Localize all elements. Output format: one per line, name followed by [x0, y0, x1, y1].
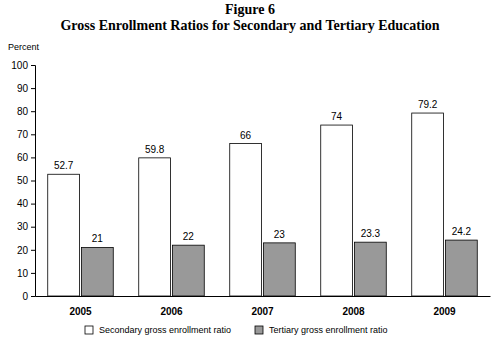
tick-label: 90 — [17, 83, 29, 94]
tick: 40 — [17, 198, 35, 209]
tick-mark — [31, 88, 35, 89]
tick-mark — [31, 204, 35, 205]
tick-mark — [31, 227, 35, 228]
data-label: 21 — [92, 233, 104, 244]
legend-swatch — [255, 326, 263, 334]
bar — [321, 125, 353, 296]
bar — [412, 113, 444, 296]
tick: 2005 — [69, 306, 92, 317]
data-label: 59.8 — [145, 144, 165, 155]
data-label: 52.7 — [54, 160, 74, 171]
tick: 100 — [11, 60, 35, 71]
tick-label: 2009 — [433, 306, 456, 317]
tick: 60 — [17, 152, 35, 163]
plot: 52.7 59.8 66 74 79.2 21 22 23 23.3 24.2 0 10 20 30 40 5… — [11, 60, 490, 317]
tick-label: 40 — [17, 198, 29, 209]
y-axis: 0 10 20 30 40 50 60 70 80 90 100 — [11, 60, 35, 302]
bars — [48, 113, 478, 296]
legend-label: Tertiary gross enrollment ratio — [269, 325, 388, 335]
data-label: 66 — [240, 130, 252, 141]
legend-swatch — [85, 326, 93, 334]
data-label: 79.2 — [418, 99, 438, 110]
chart-title: Figure 6 — [225, 2, 275, 17]
tick: 10 — [17, 268, 35, 279]
tick-label: 20 — [17, 245, 29, 256]
tick-label: 50 — [17, 175, 29, 186]
tick-label: 2006 — [160, 306, 183, 317]
tick: 30 — [17, 221, 35, 232]
tick-label: 80 — [17, 106, 29, 117]
tick-label: 2005 — [69, 306, 92, 317]
tick: 2007 — [251, 306, 274, 317]
tick-label: 100 — [11, 60, 28, 71]
tick: 20 — [17, 245, 35, 256]
bar — [48, 174, 80, 296]
bar — [264, 243, 296, 296]
data-label: 23 — [274, 229, 286, 240]
legend: Secondary gross enrollment ratio Tertiary… — [85, 325, 388, 335]
legend-label: Secondary gross enrollment ratio — [99, 325, 231, 335]
data-label: 23.3 — [361, 228, 381, 239]
tick-label: 2008 — [342, 306, 365, 317]
bar — [230, 144, 262, 296]
tick-label: 30 — [17, 221, 29, 232]
chart-svg: Figure 6Gross Enrollment Ratios for Seco… — [0, 0, 500, 349]
tick-mark — [31, 250, 35, 251]
tick-mark — [31, 273, 35, 274]
x-axis: 2005 2006 2007 2008 2009 — [36, 297, 491, 318]
tick: 2009 — [433, 306, 456, 317]
tick-label: 60 — [17, 152, 29, 163]
y-axis-title: Percent — [8, 42, 40, 52]
data-label: 24.2 — [452, 226, 472, 237]
bar — [82, 247, 114, 296]
tick: 80 — [17, 106, 35, 117]
tick-label: 0 — [22, 291, 28, 302]
tick-mark — [31, 134, 35, 135]
tick: 2006 — [160, 306, 183, 317]
bar — [173, 245, 205, 296]
tick-mark — [31, 181, 35, 182]
data-labels: 52.7 59.8 66 74 79.2 21 22 23 23.3 24.2 — [54, 99, 472, 244]
tick-mark — [31, 111, 35, 112]
data-label: 22 — [183, 231, 195, 242]
tick: 90 — [17, 83, 35, 94]
axis-line — [31, 66, 36, 297]
data-label: 74 — [331, 111, 343, 122]
tick-label: 2007 — [251, 306, 274, 317]
bar — [446, 240, 478, 296]
tick-mark — [31, 296, 35, 297]
tick-mark — [31, 65, 35, 66]
tick-label: 10 — [17, 268, 29, 279]
tick-label: 70 — [17, 129, 29, 140]
chart-subtitle: Gross Enrollment Ratios for Secondary an… — [60, 18, 439, 33]
bar — [355, 242, 387, 296]
bar — [139, 158, 171, 296]
tick: 50 — [17, 175, 35, 186]
tick-mark — [31, 157, 35, 158]
tick: 0 — [22, 291, 35, 302]
axis-line — [36, 296, 491, 297]
tick: 2008 — [342, 306, 365, 317]
tick: 70 — [17, 129, 35, 140]
